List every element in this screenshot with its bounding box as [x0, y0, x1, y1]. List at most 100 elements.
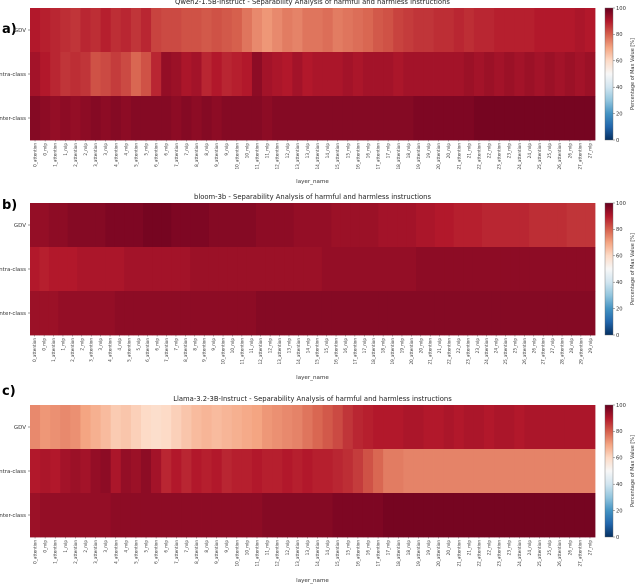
- heatmap-cell: [413, 449, 424, 494]
- heatmap-cell: [110, 96, 122, 141]
- panel-2: b) bloom-3b - Separability Analysis of ha…: [0, 193, 636, 381]
- x-tick-label: 13_mlp: [305, 143, 310, 159]
- heatmap-cell: [484, 493, 495, 538]
- x-tick-label: 2_mlp: [83, 540, 88, 553]
- heatmap-cell: [554, 96, 566, 141]
- heatmap-cell: [453, 405, 465, 450]
- x-tick-label: 21_mlp: [466, 540, 471, 556]
- heatmap-cell: [443, 8, 455, 53]
- heatmap-cell: [514, 449, 525, 494]
- heatmap-cell: [120, 96, 132, 141]
- heatmap-cell: [114, 291, 125, 336]
- heatmap-cell: [246, 203, 257, 248]
- y-tick-label: GDV: [14, 223, 26, 229]
- x-tick-label: 9_attention: [214, 143, 219, 167]
- heatmap-cell: [39, 203, 50, 248]
- heatmap-cell: [70, 405, 81, 450]
- x-tick-label: 26_attention: [557, 143, 562, 170]
- x-tick-label: 5_mlp: [136, 338, 141, 351]
- heatmap-cell: [352, 8, 364, 53]
- colorbar-tick-label: 100: [616, 201, 626, 207]
- heatmap-cell: [397, 247, 408, 292]
- heatmap-cell: [484, 8, 495, 53]
- x-tick-label: 1_attention: [53, 143, 58, 167]
- x-tick-label: 3_mlp: [98, 338, 103, 351]
- heatmap-cell: [95, 291, 106, 336]
- heatmap-cell: [529, 203, 539, 248]
- heatmap-cell: [362, 96, 374, 141]
- heatmap-cell: [251, 8, 263, 53]
- heatmap-cell: [585, 291, 596, 336]
- heatmap-cell: [39, 291, 50, 336]
- heatmap-cell: [110, 52, 122, 97]
- heatmap-cell: [504, 96, 515, 141]
- colorbar-tick-label: 80: [616, 32, 623, 38]
- heatmap-cell: [140, 493, 152, 538]
- heatmap-cell: [584, 96, 596, 141]
- x-tick-label: 14_attention: [315, 143, 320, 170]
- heatmap-cell: [387, 247, 398, 292]
- heatmap-cell: [434, 203, 445, 248]
- heatmap-cell: [350, 291, 360, 336]
- heatmap-cell: [423, 96, 434, 141]
- x-tick-label: 2_mlp: [79, 338, 84, 351]
- heatmap-cell: [262, 449, 273, 494]
- x-tick-label: 3_attention: [93, 540, 98, 564]
- heatmap-cell: [504, 8, 515, 53]
- x-tick-label: 19_mlp: [399, 338, 404, 354]
- heatmap-cell: [331, 247, 342, 292]
- heatmap-cell: [534, 96, 545, 141]
- heatmap-cell: [463, 247, 473, 292]
- heatmap-cell: [272, 449, 283, 494]
- heatmap-cell: [227, 291, 238, 336]
- x-tick-label: 4_attention: [113, 540, 118, 564]
- heatmap-cell: [403, 449, 414, 494]
- heatmap-cell: [362, 493, 374, 538]
- heatmap-cell: [39, 247, 50, 292]
- heatmap-cell: [292, 493, 303, 538]
- x-tick-label: 15_mlp: [345, 540, 350, 556]
- heatmap-cell: [105, 203, 116, 248]
- x-tick-label: 22_mlp: [487, 143, 492, 159]
- heatmap-cell: [342, 52, 354, 97]
- heatmap-cell: [331, 291, 342, 336]
- heatmap-cell: [510, 247, 521, 292]
- y-tick-label: Inter-class: [0, 513, 26, 519]
- heatmap-cell: [80, 405, 91, 450]
- heatmap-cell: [332, 449, 344, 494]
- x-tick-label: 24_attention: [517, 143, 522, 170]
- x-tick-label: 17_attention: [376, 143, 381, 170]
- heatmap-cell: [312, 449, 323, 494]
- x-tick-label: 25_mlp: [547, 540, 552, 556]
- heatmap-cell: [241, 405, 253, 450]
- heatmap-cell: [473, 493, 485, 538]
- heatmap-cell: [86, 291, 97, 336]
- heatmap-cell: [191, 493, 202, 538]
- heatmap-cell: [293, 203, 304, 248]
- heatmap-cell: [265, 203, 276, 248]
- heatmap-cell: [373, 52, 384, 97]
- x-tick-label: 7_mlp: [184, 143, 189, 156]
- heatmap-cell: [332, 493, 344, 538]
- heatmap-cell: [221, 449, 233, 494]
- heatmap-cell: [494, 405, 505, 450]
- panel-title: Qwen2-1.5B-Instruct - Separability Analy…: [175, 0, 450, 6]
- heatmap-cell: [463, 405, 475, 450]
- colorbar-tick-label: 20: [616, 111, 623, 117]
- heatmap-cell: [514, 52, 525, 97]
- heatmap-cell: [262, 405, 273, 450]
- x-tick-label: 21_attention: [428, 338, 433, 365]
- heatmap-cell: [322, 52, 334, 97]
- heatmap-cell: [161, 247, 172, 292]
- heatmap-cell: [241, 8, 253, 53]
- heatmap-cell: [564, 96, 576, 141]
- x-tick-label: 1_attention: [53, 540, 58, 564]
- heatmap-cell: [359, 291, 370, 336]
- x-tick-label: 23_attention: [465, 338, 470, 365]
- heatmap-cell: [77, 291, 87, 336]
- heatmap-cell: [403, 52, 414, 97]
- colorbar-label: Percentage of Max Value [%]: [630, 38, 636, 110]
- x-tick-label: 7_attention: [174, 540, 179, 564]
- heatmap-cell: [152, 291, 163, 336]
- heatmap-cell: [30, 405, 41, 450]
